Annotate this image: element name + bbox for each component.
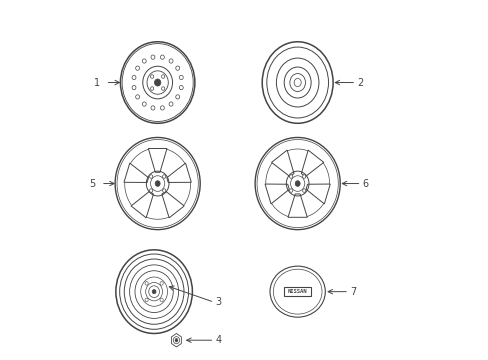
Ellipse shape (132, 75, 136, 80)
Ellipse shape (160, 298, 163, 302)
Text: 7: 7 (349, 287, 356, 297)
Ellipse shape (162, 189, 165, 192)
Ellipse shape (160, 55, 164, 59)
Ellipse shape (302, 175, 305, 178)
Ellipse shape (175, 66, 179, 70)
Ellipse shape (302, 189, 305, 192)
Ellipse shape (145, 282, 148, 285)
Ellipse shape (162, 175, 165, 178)
Ellipse shape (295, 181, 300, 186)
Ellipse shape (150, 75, 153, 78)
Ellipse shape (169, 59, 173, 63)
Ellipse shape (151, 55, 155, 59)
Ellipse shape (179, 85, 183, 90)
Ellipse shape (169, 102, 173, 106)
Ellipse shape (142, 59, 146, 63)
Text: 4: 4 (215, 335, 221, 345)
Text: 3: 3 (215, 297, 221, 307)
Text: 2: 2 (356, 77, 363, 87)
Ellipse shape (150, 87, 153, 90)
Text: 1: 1 (94, 77, 100, 87)
Ellipse shape (142, 102, 146, 106)
Text: NISSAN: NISSAN (287, 289, 307, 294)
Ellipse shape (161, 75, 164, 78)
Text: 6: 6 (362, 179, 368, 189)
Ellipse shape (145, 298, 148, 302)
Ellipse shape (149, 189, 152, 192)
Text: 5: 5 (89, 179, 96, 189)
Ellipse shape (132, 85, 136, 90)
Bar (284, 287, 310, 296)
Ellipse shape (155, 181, 160, 186)
Ellipse shape (179, 75, 183, 80)
Ellipse shape (161, 87, 164, 90)
Ellipse shape (289, 189, 292, 192)
Ellipse shape (160, 106, 164, 110)
Ellipse shape (289, 175, 292, 178)
Ellipse shape (149, 175, 152, 178)
Ellipse shape (160, 282, 163, 285)
Ellipse shape (152, 289, 156, 294)
Ellipse shape (151, 106, 155, 110)
Ellipse shape (175, 95, 179, 99)
Ellipse shape (175, 338, 178, 342)
Ellipse shape (135, 95, 139, 99)
Ellipse shape (154, 79, 161, 86)
Ellipse shape (135, 66, 139, 70)
